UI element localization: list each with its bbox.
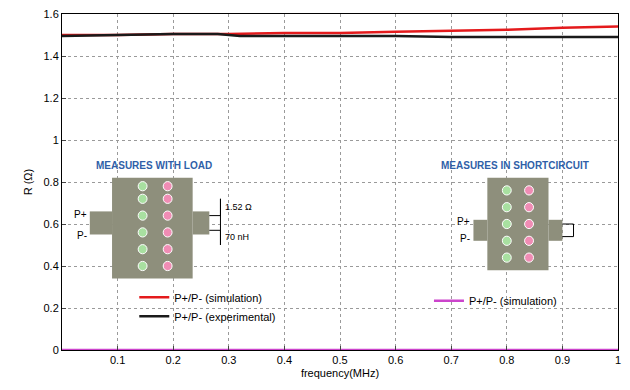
svg-text:1.6: 1.6 bbox=[44, 8, 59, 20]
svg-text:0.6: 0.6 bbox=[388, 354, 403, 366]
svg-text:1: 1 bbox=[53, 134, 59, 146]
svg-text:1.2: 1.2 bbox=[44, 92, 59, 104]
svg-text:0.9: 0.9 bbox=[555, 354, 570, 366]
svg-text:0.2: 0.2 bbox=[166, 354, 181, 366]
svg-text:P+/P- (simulation): P+/P- (simulation) bbox=[469, 295, 557, 307]
svg-text:frequency(MHz): frequency(MHz) bbox=[301, 367, 379, 379]
svg-text:0.3: 0.3 bbox=[221, 354, 236, 366]
svg-text:70 nH: 70 nH bbox=[225, 232, 249, 242]
svg-text:0.4: 0.4 bbox=[44, 260, 59, 272]
svg-text:P-: P- bbox=[460, 233, 470, 244]
svg-text:1.4: 1.4 bbox=[44, 50, 59, 62]
svg-text:MEASURES WITH LOAD: MEASURES WITH LOAD bbox=[96, 160, 212, 171]
svg-text:P+: P+ bbox=[457, 216, 470, 227]
svg-text:MEASURES IN SHORTCIRCUIT: MEASURES IN SHORTCIRCUIT bbox=[441, 160, 589, 171]
svg-text:P+: P+ bbox=[74, 209, 87, 220]
svg-text:0.1: 0.1 bbox=[110, 354, 125, 366]
svg-text:P-: P- bbox=[77, 230, 87, 241]
svg-text:P+/P- (simulation): P+/P- (simulation) bbox=[174, 292, 262, 304]
svg-text:0: 0 bbox=[53, 344, 59, 356]
svg-text:R (Ω): R (Ω) bbox=[22, 169, 34, 196]
svg-text:0.6: 0.6 bbox=[44, 218, 59, 230]
svg-text:0.7: 0.7 bbox=[444, 354, 459, 366]
svg-text:1: 1 bbox=[615, 354, 621, 366]
svg-text:1.52 Ω: 1.52 Ω bbox=[225, 202, 252, 212]
svg-text:0.2: 0.2 bbox=[44, 302, 59, 314]
svg-text:P+/P- (experimental): P+/P- (experimental) bbox=[174, 311, 275, 323]
svg-text:0.8: 0.8 bbox=[499, 354, 514, 366]
svg-text:0.4: 0.4 bbox=[277, 354, 292, 366]
svg-text:0.5: 0.5 bbox=[332, 354, 347, 366]
svg-text:0.8: 0.8 bbox=[44, 176, 59, 188]
